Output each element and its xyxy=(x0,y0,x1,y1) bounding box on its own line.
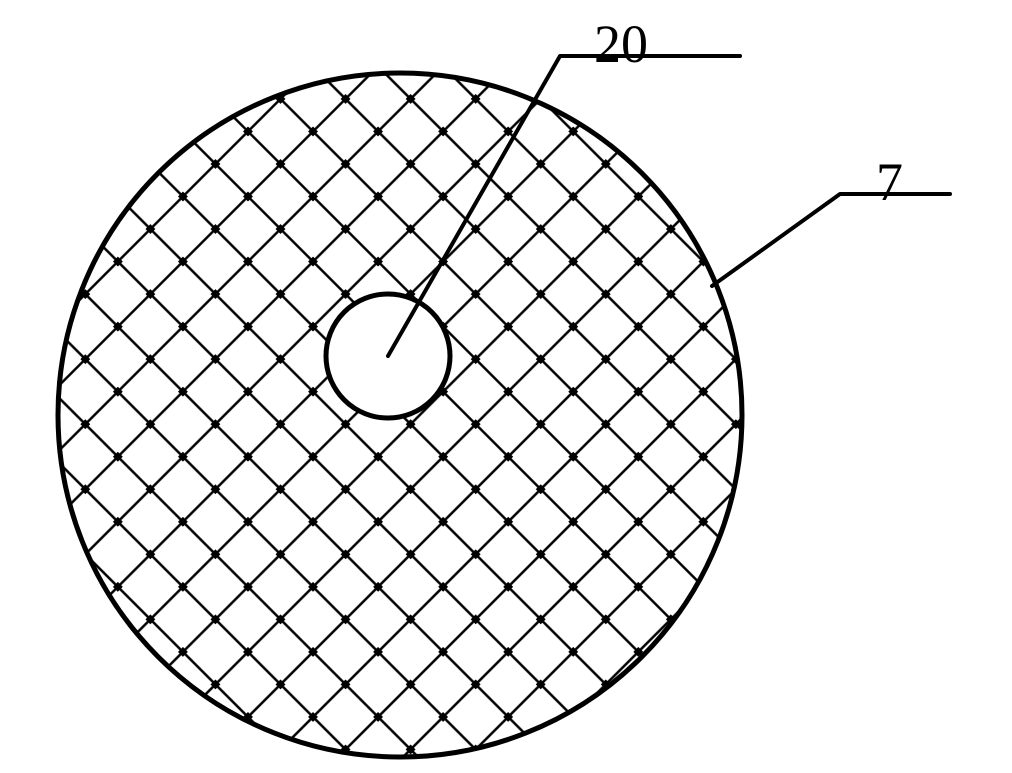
label-outer: 7 xyxy=(876,152,903,212)
leader-outer xyxy=(712,194,950,286)
label-inner: 20 xyxy=(594,14,648,74)
